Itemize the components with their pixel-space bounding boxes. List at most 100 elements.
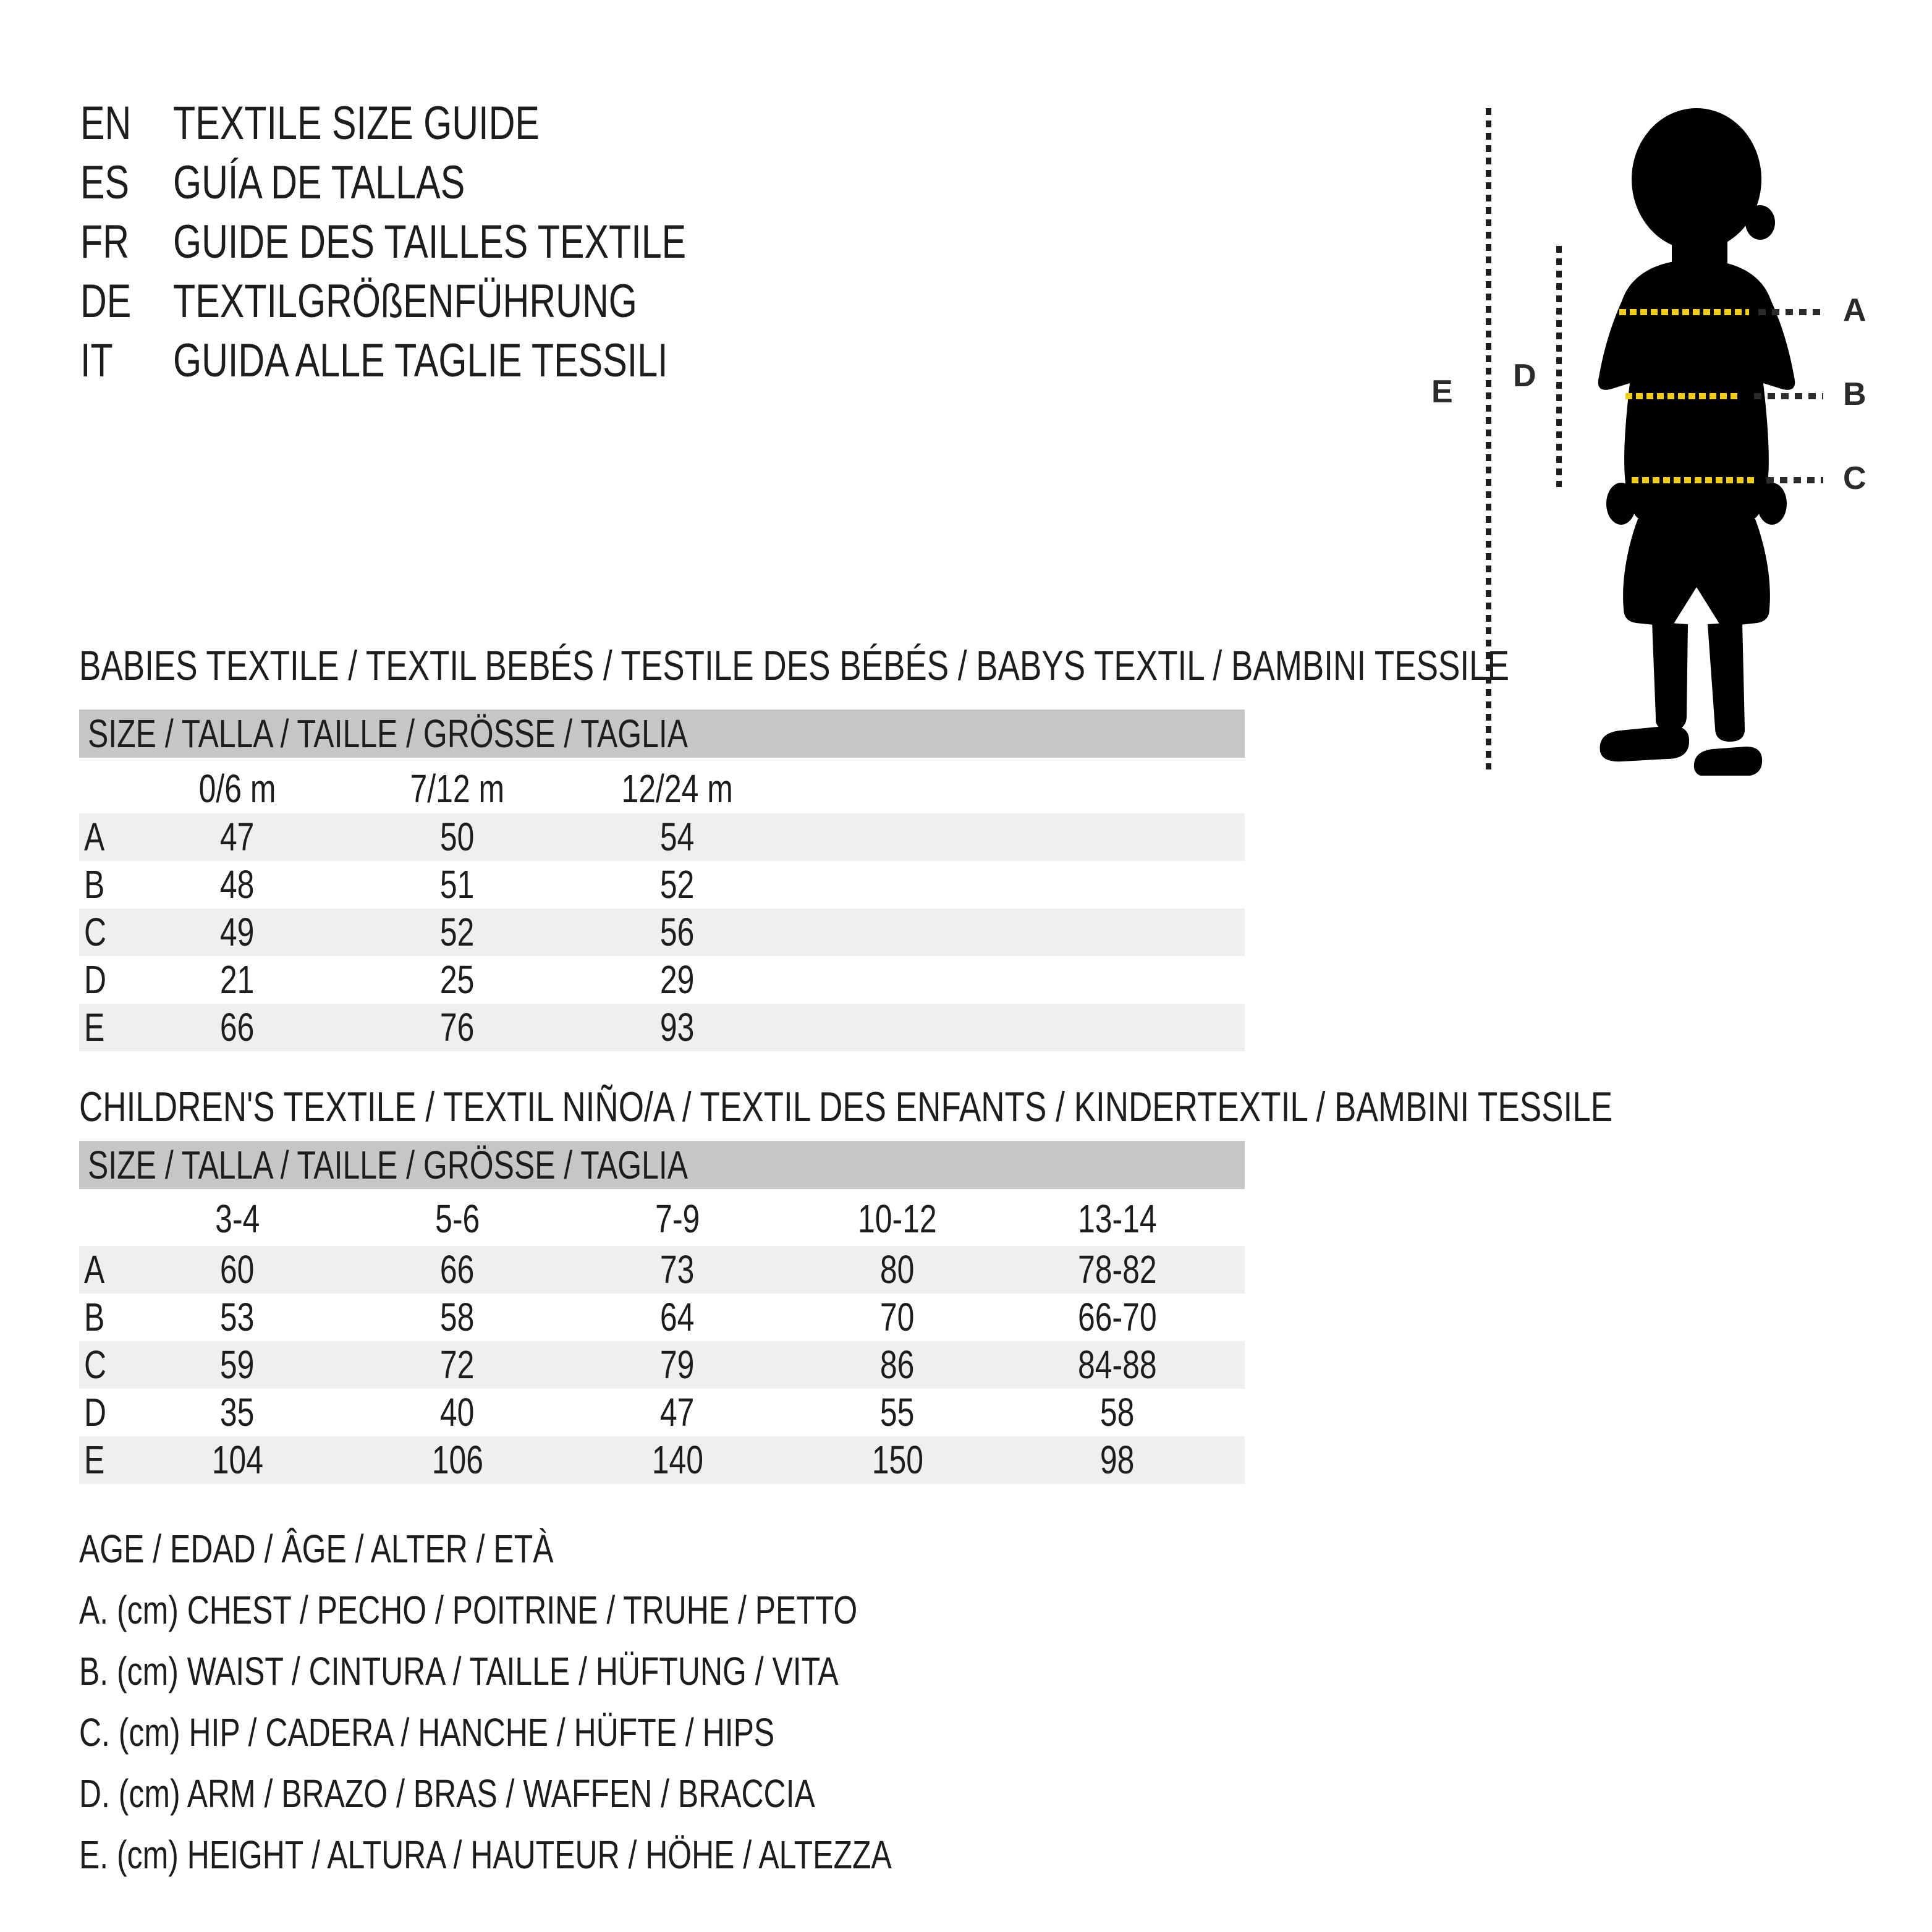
legend-line-chest: A. (cm) CHEST / PECHO / POITRINE / TRUHE… xyxy=(79,1588,858,1632)
babies-col-header: 7/12 m xyxy=(410,766,505,811)
arm-measure-line-icon xyxy=(1556,246,1562,487)
language-row: DE TEXTILGRÖßENFÜHRUNG xyxy=(80,274,768,329)
table-cell: 98 xyxy=(1100,1438,1135,1482)
table-row: D 35 40 47 55 58 xyxy=(79,1389,1245,1436)
table-row: C 59 72 79 86 84-88 xyxy=(79,1341,1245,1389)
table-cell: 66 xyxy=(220,1005,255,1049)
table-cell: 73 xyxy=(660,1247,695,1292)
table-row: C 49 52 56 xyxy=(79,909,1245,956)
table-cell: 64 xyxy=(660,1295,695,1339)
table-cell: 51 xyxy=(440,862,475,907)
table-row: B 48 51 52 xyxy=(79,861,1245,909)
table-cell: 35 xyxy=(220,1390,255,1434)
waist-measure-extension-icon xyxy=(1754,393,1823,399)
table-cell: 93 xyxy=(660,1005,695,1049)
children-section-title: CHILDREN'S TEXTILE / TEXTIL NIÑO/A / TEX… xyxy=(79,1083,1932,1131)
row-letter: E xyxy=(84,1438,105,1482)
table-cell: 58 xyxy=(440,1295,475,1339)
table-row: D 21 25 29 xyxy=(79,956,1245,1004)
table-cell: 86 xyxy=(880,1342,915,1387)
table-cell: 52 xyxy=(660,862,695,907)
table-cell: 56 xyxy=(660,910,695,954)
babies-title-text: BABIES TEXTILE / TEXTIL BEBÉS / TESTILE … xyxy=(79,642,1510,689)
language-title: TEXTILE SIZE GUIDE xyxy=(173,97,540,150)
legend-line-height: E. (cm) HEIGHT / ALTURA / HAUTEUR / HÖHE… xyxy=(79,1832,892,1877)
legend-line-age: AGE / EDAD / ÂGE / ALTER / ETÀ xyxy=(79,1527,554,1571)
table-cell: 80 xyxy=(880,1247,915,1292)
table-cell: 84-88 xyxy=(1078,1342,1157,1387)
table-cell: 66-70 xyxy=(1078,1295,1157,1339)
table-row: A 47 50 54 xyxy=(79,813,1245,861)
language-row: EN TEXTILE SIZE GUIDE xyxy=(80,96,643,151)
table-cell: 54 xyxy=(660,815,695,859)
children-col-header: 10-12 xyxy=(858,1197,937,1241)
table-cell: 59 xyxy=(220,1342,255,1387)
language-title: GUIDE DES TAILLES TEXTILE xyxy=(173,216,687,268)
language-code: FR xyxy=(80,216,130,268)
row-letter: C xyxy=(84,1342,107,1387)
children-col-header: 5-6 xyxy=(434,1197,480,1241)
table-cell: 21 xyxy=(220,957,255,1002)
table-cell: 76 xyxy=(440,1005,475,1049)
row-letter: D xyxy=(84,957,107,1002)
language-row: IT GUIDA ALLE TAGLIE TESSILI xyxy=(80,334,807,388)
row-letter: B xyxy=(84,1295,105,1339)
table-cell: 47 xyxy=(660,1390,695,1434)
table-cell: 104 xyxy=(211,1438,263,1482)
children-col-header: 7-9 xyxy=(655,1197,700,1241)
babies-section-title: BABIES TEXTILE / TEXTIL BEBÉS / TESTILE … xyxy=(79,642,1913,690)
table-cell: 72 xyxy=(440,1342,475,1387)
chest-measure-extension-icon xyxy=(1758,309,1824,315)
babies-size-header-bar: SIZE / TALLA / TAILLE / GRÖSSE / TAGLIA xyxy=(79,710,1245,758)
table-cell: 150 xyxy=(871,1438,923,1482)
table-row: B 53 58 64 70 66-70 xyxy=(79,1294,1245,1341)
babies-col-header: 12/24 m xyxy=(621,766,734,811)
children-title-text: CHILDREN'S TEXTILE / TEXTIL NIÑO/A / TEX… xyxy=(79,1083,1613,1130)
child-silhouette-icon xyxy=(1598,108,1795,776)
table-cell: 70 xyxy=(880,1295,915,1339)
table-cell: 79 xyxy=(660,1342,695,1387)
chest-measure-line-icon xyxy=(1619,309,1749,315)
table-cell: 48 xyxy=(220,862,255,907)
language-code: IT xyxy=(80,334,113,387)
waist-measure-line-icon xyxy=(1625,393,1740,399)
language-code: ES xyxy=(80,156,130,209)
language-title: TEXTILGRÖßENFÜHRUNG xyxy=(173,275,637,328)
table-cell: 52 xyxy=(440,910,475,954)
row-letter: B xyxy=(84,862,105,907)
table-row: E 104 106 140 150 98 xyxy=(79,1436,1245,1484)
language-title: GUÍA DE TALLAS xyxy=(173,156,465,209)
language-row: FR GUIDE DES TAILLES TEXTILE xyxy=(80,215,831,269)
children-col-header: 3-4 xyxy=(214,1197,260,1241)
table-cell: 60 xyxy=(220,1247,255,1292)
language-code: DE xyxy=(80,275,132,328)
table-cell: 49 xyxy=(220,910,255,954)
table-cell: 58 xyxy=(1100,1390,1135,1434)
children-col-header: 13-14 xyxy=(1078,1197,1157,1241)
table-cell: 55 xyxy=(880,1390,915,1434)
table-cell: 140 xyxy=(651,1438,703,1482)
children-size-header-label: SIZE / TALLA / TAILLE / GRÖSSE / TAGLIA xyxy=(88,1143,688,1187)
hip-measure-extension-icon xyxy=(1766,477,1823,483)
row-letter: E xyxy=(84,1005,105,1049)
table-cell: 50 xyxy=(440,815,475,859)
table-cell: 29 xyxy=(660,957,695,1002)
measure-label-b: B xyxy=(1843,376,1866,412)
row-letter: C xyxy=(84,910,107,954)
table-cell: 53 xyxy=(220,1295,255,1339)
measure-label-c: C xyxy=(1843,460,1866,496)
table-cell: 40 xyxy=(440,1390,475,1434)
legend-line-hip: C. (cm) HIP / CADERA / HANCHE / HÜFTE / … xyxy=(79,1710,775,1755)
babies-size-header-label: SIZE / TALLA / TAILLE / GRÖSSE / TAGLIA xyxy=(88,711,688,756)
height-measure-line-icon xyxy=(1486,108,1491,769)
table-cell: 78-82 xyxy=(1078,1247,1157,1292)
row-letter: A xyxy=(84,815,105,859)
language-title: GUIDA ALLE TAGLIE TESSILI xyxy=(173,334,668,387)
language-row: ES GUÍA DE TALLAS xyxy=(80,156,547,210)
legend-line-waist: B. (cm) WAIST / CINTURA / TAILLE / HÜFTU… xyxy=(79,1649,839,1693)
language-code: EN xyxy=(80,97,132,150)
table-row: E 66 76 93 xyxy=(79,1004,1245,1051)
row-letter: A xyxy=(84,1247,105,1292)
legend-line-arm: D. (cm) ARM / BRAZO / BRAS / WAFFEN / BR… xyxy=(79,1771,815,1816)
